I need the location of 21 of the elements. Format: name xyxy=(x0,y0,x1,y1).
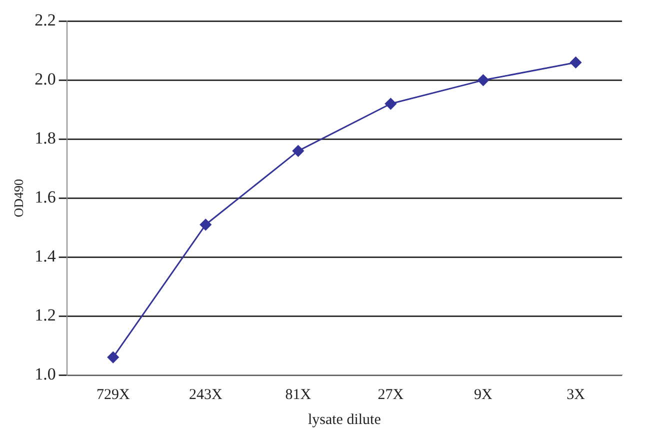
y-tick-label: 2.2 xyxy=(34,10,56,30)
point xyxy=(292,145,304,157)
x-tick-label: 9X xyxy=(474,386,493,403)
x-tick-label: 81X xyxy=(285,386,312,403)
point xyxy=(107,352,119,364)
point xyxy=(384,98,396,110)
point xyxy=(477,74,489,86)
x-tick-label: 729X xyxy=(96,386,130,403)
y-tick-label: 1.8 xyxy=(34,128,56,148)
y-tick-label: 1.0 xyxy=(34,364,56,384)
point xyxy=(570,56,582,68)
y-tick-label: 1.2 xyxy=(34,306,56,324)
x-tick-label: 27X xyxy=(378,386,404,403)
point xyxy=(200,218,212,230)
y-tick-label: 2.0 xyxy=(34,70,56,89)
y-axis-title: OD490 xyxy=(11,178,26,218)
y-tick-label: 1.6 xyxy=(34,188,56,207)
x-tick-label: 3X xyxy=(566,386,586,403)
x-tick-label: 243X xyxy=(188,386,222,403)
y-tick-label: 1.4 xyxy=(34,246,56,266)
x-axis-title: lysate dilute xyxy=(308,412,382,428)
